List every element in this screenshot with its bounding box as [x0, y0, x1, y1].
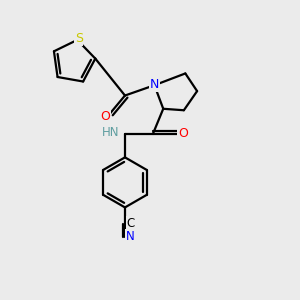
Text: N: N — [126, 230, 135, 243]
Text: HN: HN — [102, 126, 120, 139]
Text: O: O — [178, 127, 188, 140]
Text: S: S — [75, 32, 83, 45]
Text: C: C — [126, 217, 134, 230]
Text: N: N — [150, 78, 159, 91]
Text: O: O — [100, 110, 110, 123]
